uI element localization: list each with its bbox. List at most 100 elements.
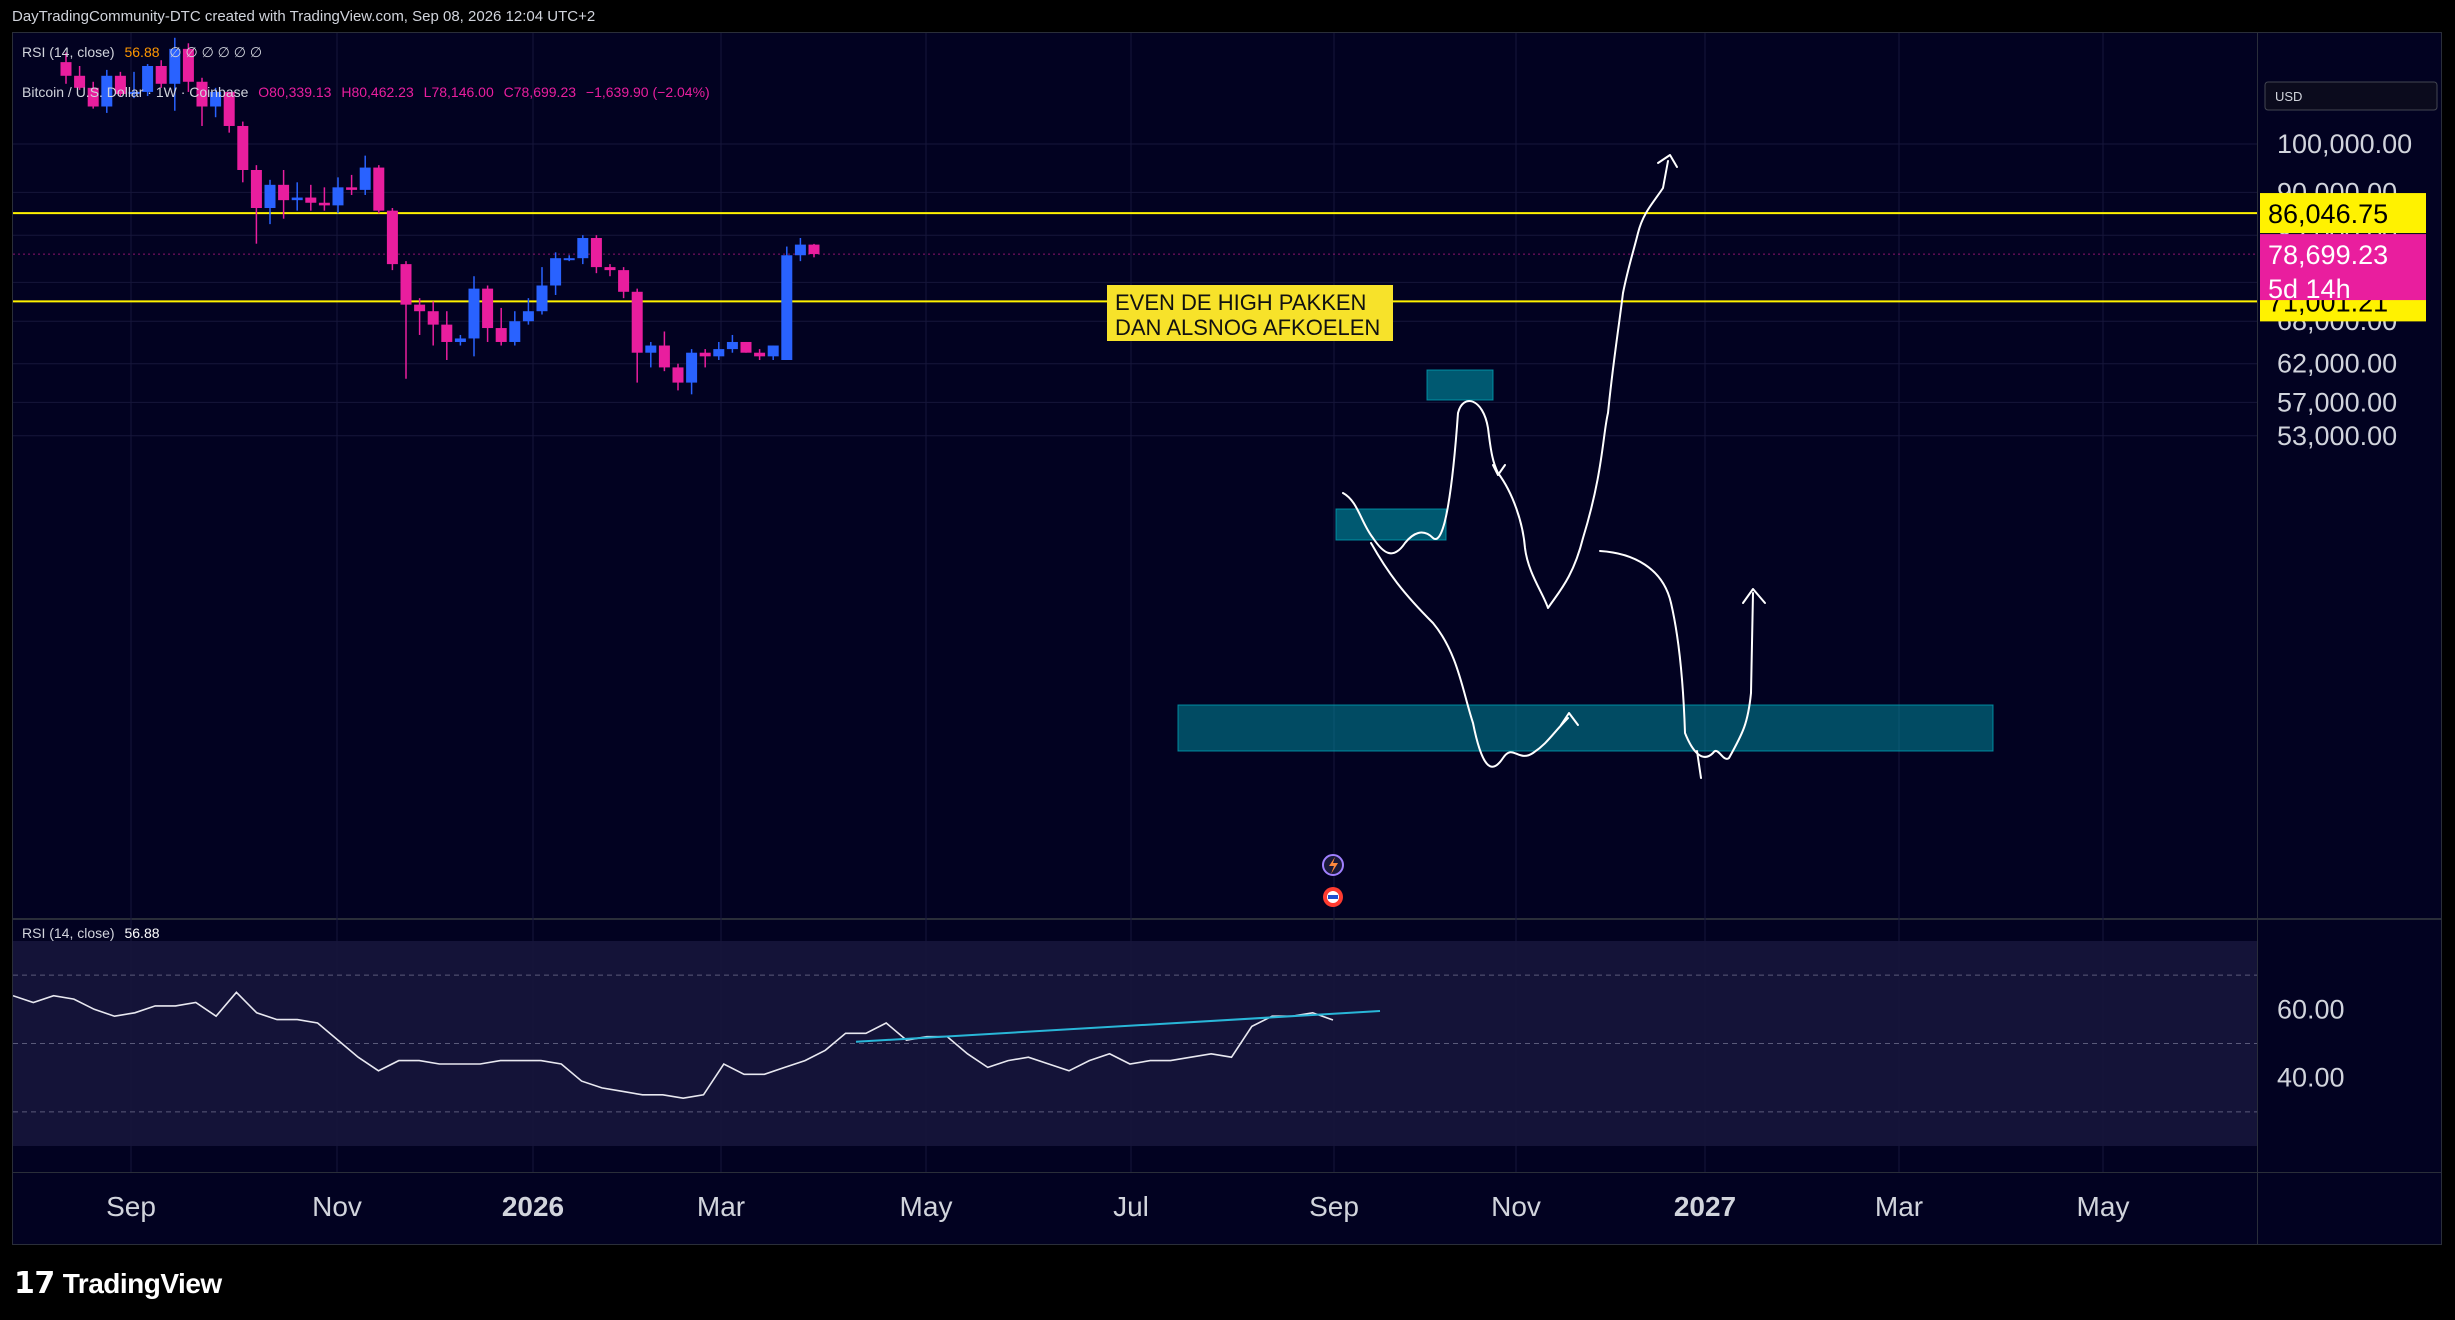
candle-body: [808, 244, 820, 255]
rsi-tick-label: 40.00: [2277, 1063, 2345, 1093]
event-icons[interactable]: [1322, 854, 1344, 907]
candle-body: [414, 304, 426, 312]
price-tick-label: 100,000.00: [2277, 129, 2412, 159]
indicator-legend-value: 56.88: [124, 44, 159, 60]
rsi-series: [12, 991, 1381, 1100]
projection-path: [1492, 464, 1506, 476]
time-tick-label: May: [900, 1191, 953, 1222]
price-tick-label: 53,000.00: [2277, 421, 2397, 451]
candle-body: [658, 345, 670, 368]
candle-body: [74, 75, 86, 88]
currency-button-label: USD: [2275, 89, 2302, 104]
flag-stripes-icon: [1328, 895, 1338, 899]
candle-body: [454, 338, 466, 342]
main-pane-background: [13, 33, 2257, 918]
tradingview-logo[interactable]: 𝟭𝟳 TradingView: [14, 1266, 222, 1301]
time-tick-label: 2027: [1674, 1191, 1736, 1222]
candle-body: [169, 48, 181, 84]
indicator-legend-line: RSI (14, close) 56.88 ∅ ∅ ∅ ∅ ∅ ∅: [22, 44, 262, 60]
symbol-legend-line: Bitcoin / U.S. Dollar · 1W · Coinbase O8…: [22, 84, 710, 100]
time-tick-label: Sep: [106, 1191, 156, 1222]
ohlc-low: L78,146.00: [424, 84, 494, 100]
annotation-line-2: DAN ALSNOG AFKOELEN: [1115, 315, 1380, 340]
projection-path: [1696, 750, 1702, 779]
annotation-line-1: EVEN DE HIGH PAKKEN: [1115, 290, 1366, 315]
candle-body: [699, 352, 711, 357]
rsi-legend-value: 56.88: [124, 925, 159, 941]
projection-path: [1599, 550, 1754, 760]
annotation-box: [1107, 285, 1393, 341]
projection-path: [1497, 160, 1669, 609]
candle-body: [631, 291, 643, 353]
candle-body: [87, 87, 99, 107]
candle-body: [563, 258, 575, 261]
tradingview-logo-text: TradingView: [62, 1267, 222, 1299]
time-axis-background: [13, 1173, 2441, 1244]
candle-body: [781, 255, 793, 360]
candle-body: [264, 184, 276, 209]
candle-body: [536, 285, 548, 312]
candle-body: [754, 352, 766, 357]
candle-body: [686, 352, 698, 383]
candle-body: [196, 81, 208, 107]
candlestick-series: [60, 37, 820, 395]
projection-path: [1742, 588, 1766, 604]
candle-body: [250, 169, 262, 209]
chart-svg[interactable]: 100,000.0090,000.0082,000.0074,000.0068,…: [12, 33, 2441, 1244]
time-tick-label: 2026: [502, 1191, 564, 1222]
time-tick-label: May: [2077, 1191, 2130, 1222]
candle-body: [359, 167, 371, 190]
resistance-price-badge: [2260, 193, 2426, 234]
candle-body: [400, 264, 412, 305]
supply-zone-box: [1426, 369, 1494, 401]
tradingview-mark-icon: 𝟭𝟳: [14, 1267, 55, 1300]
candle-body: [346, 187, 358, 190]
candle-body: [618, 270, 630, 292]
candle-body: [427, 311, 439, 325]
ohlc-open: O80,339.13: [258, 84, 331, 100]
candle-body: [114, 75, 126, 94]
text-annotation[interactable]: EVEN DE HIGH PAKKEN DAN ALSNOG AFKOELEN: [1107, 285, 1393, 341]
candle-body: [794, 244, 806, 256]
rsi-trendline: [855, 1010, 1381, 1043]
candle-body: [645, 345, 657, 353]
ohlc-high: H80,462.23: [341, 84, 414, 100]
projection-path: [1657, 154, 1678, 168]
projection-path: [1560, 712, 1579, 726]
time-tick-label: Nov: [1491, 1191, 1541, 1222]
rsi-legend-line: RSI (14, close) 56.88: [22, 925, 160, 941]
price-tick-label: 57,000.00: [2277, 387, 2397, 417]
symbol-name: Bitcoin / U.S. Dollar · 1W · Coinbase: [22, 84, 249, 100]
indicator-legend-name: RSI (14, close): [22, 44, 115, 60]
candle-body: [142, 65, 154, 92]
last-price-label: 5d 14h: [2268, 274, 2351, 304]
candle-body: [726, 341, 738, 350]
candle-body: [291, 197, 303, 201]
candle-body: [60, 62, 72, 76]
rsi-tick-label: 60.00: [2277, 994, 2345, 1024]
demand-zones: [1177, 369, 1994, 752]
ohlc-close: C78,699.23: [504, 84, 577, 100]
demand-zone-box: [1177, 704, 1994, 752]
time-tick-label: Sep: [1309, 1191, 1359, 1222]
publisher-line: DayTradingCommunity-DTC created with Tra…: [12, 8, 596, 25]
candle-body: [767, 345, 779, 357]
time-tick-label: Mar: [1875, 1191, 1923, 1222]
resistance-price-label: 86,046.75: [2268, 199, 2388, 229]
last-price-badge: [2260, 234, 2426, 301]
currency-button[interactable]: USD: [2264, 81, 2438, 111]
candle-body: [278, 184, 290, 201]
candle-body: [482, 288, 494, 329]
candle-body: [550, 258, 562, 286]
legend[interactable]: RSI (14, close) 56.88 ∅ ∅ ∅ ∅ ∅ ∅ Bitcoi…: [22, 44, 710, 941]
time-tick-label: Jul: [1113, 1191, 1149, 1222]
time-tick-label: Nov: [312, 1191, 362, 1222]
candle-body: [305, 197, 317, 203]
rsi-line: [12, 991, 1334, 1100]
projection-path: [1370, 542, 1569, 768]
indicator-legend-placeholders: ∅ ∅ ∅ ∅ ∅ ∅: [169, 44, 262, 60]
candle-body: [318, 202, 330, 206]
candle-body: [210, 91, 222, 107]
candle-body: [522, 311, 534, 322]
